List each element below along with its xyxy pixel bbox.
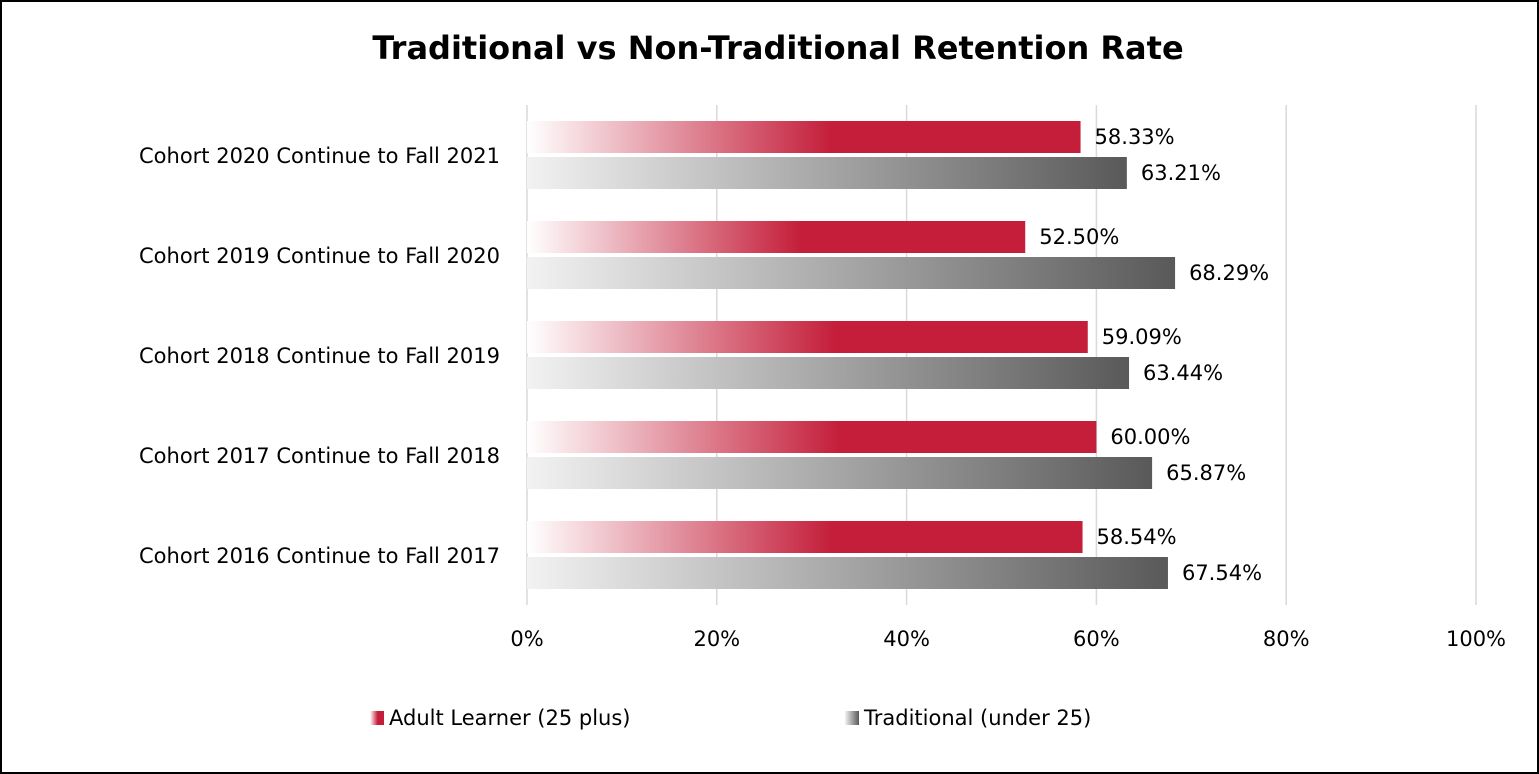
y-tick-label: Cohort 2018 Continue to Fall 2019 bbox=[139, 344, 500, 368]
value-label: 63.44% bbox=[1143, 361, 1223, 385]
bar bbox=[527, 421, 1097, 453]
value-label: 67.54% bbox=[1182, 561, 1262, 585]
bar bbox=[527, 121, 1081, 153]
value-label: 65.87% bbox=[1166, 461, 1246, 485]
bar bbox=[527, 321, 1088, 353]
bar bbox=[527, 157, 1127, 189]
legend-label: Traditional (under 25) bbox=[863, 706, 1091, 730]
x-tick-label: 60% bbox=[1073, 627, 1120, 651]
bar bbox=[527, 257, 1176, 289]
bar bbox=[527, 557, 1168, 589]
value-label: 58.33% bbox=[1095, 125, 1175, 149]
bar bbox=[527, 357, 1130, 389]
value-label: 52.50% bbox=[1039, 225, 1119, 249]
value-label: 58.54% bbox=[1097, 525, 1177, 549]
x-tick-label: 20% bbox=[693, 627, 740, 651]
y-tick-label: Cohort 2020 Continue to Fall 2021 bbox=[139, 144, 500, 168]
value-label: 68.29% bbox=[1189, 261, 1269, 285]
legend-label: Adult Learner (25 plus) bbox=[389, 706, 631, 730]
y-tick-label: Cohort 2017 Continue to Fall 2018 bbox=[139, 444, 500, 468]
y-tick-label: Cohort 2019 Continue to Fall 2020 bbox=[139, 244, 500, 268]
chart-title: Traditional vs Non-Traditional Retention… bbox=[372, 29, 1183, 67]
x-tick-label: 100% bbox=[1446, 627, 1506, 651]
x-tick-label: 80% bbox=[1263, 627, 1310, 651]
value-label: 60.00% bbox=[1110, 425, 1190, 449]
bar bbox=[527, 457, 1153, 489]
legend-swatch bbox=[845, 711, 859, 725]
bar bbox=[527, 521, 1083, 553]
x-tick-label: 40% bbox=[883, 627, 930, 651]
y-tick-label: Cohort 2016 Continue to Fall 2017 bbox=[139, 544, 500, 568]
value-label: 63.21% bbox=[1141, 161, 1221, 185]
legend-swatch bbox=[370, 711, 384, 725]
x-tick-label: 0% bbox=[510, 627, 543, 651]
bar bbox=[527, 221, 1026, 253]
value-label: 59.09% bbox=[1102, 325, 1182, 349]
